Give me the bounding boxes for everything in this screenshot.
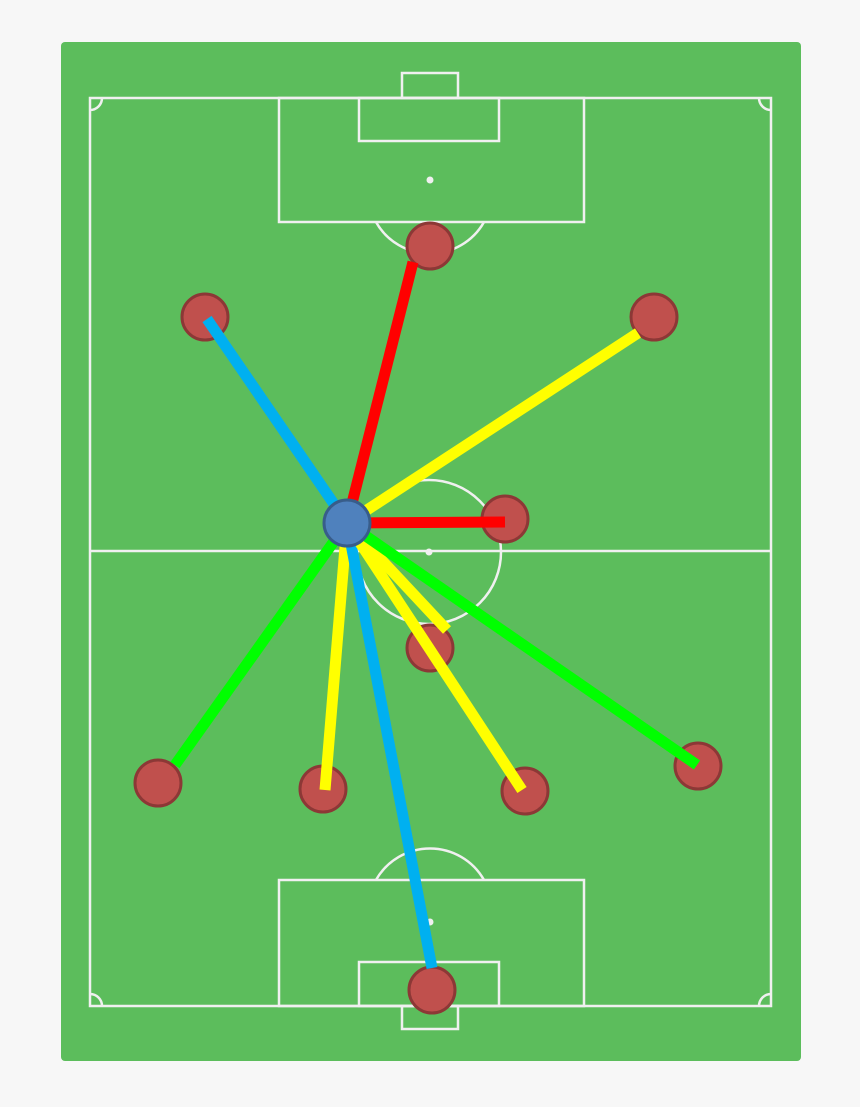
bottom-penalty-arc <box>374 847 486 881</box>
pass-line-goalkeeper <box>341 521 438 970</box>
top-penalty-spot <box>426 176 434 184</box>
top-goal <box>400 71 460 100</box>
pass-line-right-back <box>343 518 701 770</box>
player-forward-top <box>405 221 455 271</box>
corner-arc <box>89 992 104 1007</box>
pass-line-left-wing <box>202 315 352 527</box>
ball-carrier <box>322 498 372 548</box>
center-spot <box>425 548 433 556</box>
player-left-back <box>133 758 183 808</box>
corner-arc <box>757 992 772 1007</box>
pass-line-left-back <box>170 519 352 769</box>
corner-arc <box>89 97 104 112</box>
corner-arc <box>757 97 772 112</box>
pass-line-left-center-back <box>319 522 353 791</box>
player-right-wing <box>629 292 679 342</box>
pass-line-center-mid <box>346 516 506 529</box>
pass-line-right-center-back <box>342 519 527 794</box>
pass-line-forward-top <box>341 260 419 525</box>
pass-line-right-wing <box>343 328 642 528</box>
player-goalkeeper <box>407 965 457 1015</box>
